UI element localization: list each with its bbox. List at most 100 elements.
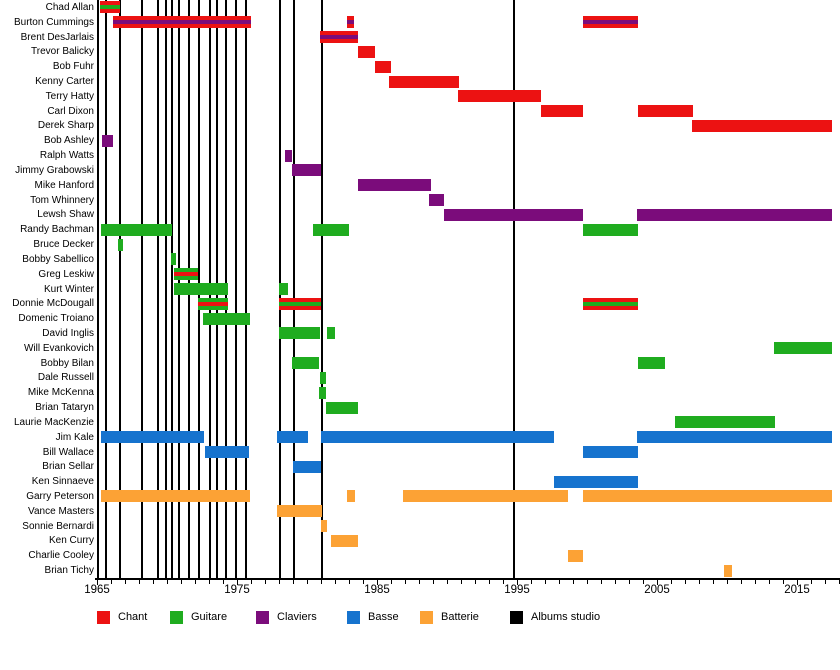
legend-swatch-batterie: [420, 611, 433, 624]
timeline-bar: [320, 371, 326, 384]
axis-tick: [125, 580, 126, 584]
timeline-bar: [582, 446, 639, 459]
axis-tick: [195, 580, 196, 584]
timeline-bar: [773, 342, 832, 355]
timeline-bar: [101, 223, 172, 236]
timeline-bar: [321, 520, 328, 533]
axis-tick: [531, 580, 532, 584]
axis-tick: [461, 580, 462, 584]
timeline-bar: [276, 431, 308, 444]
timeline-bar: [292, 357, 319, 370]
timeline-bar: [101, 490, 251, 503]
axis-tick: [265, 580, 266, 584]
legend-swatch-albums: [510, 611, 523, 624]
axis-tick: [111, 580, 112, 584]
member-label: Terry Hatty: [45, 90, 94, 102]
timeline-bar: [388, 75, 459, 88]
member-label: Brian Tichy: [44, 565, 94, 577]
timeline-bar: [346, 16, 354, 29]
axis-tick: [587, 580, 588, 584]
axis-tick-label: 1995: [504, 584, 530, 596]
member-label: Laurie MacKenzie: [13, 416, 94, 428]
axis-tick: [559, 580, 560, 584]
timeline-bar: [638, 357, 665, 370]
axis-tick: [139, 580, 140, 584]
timeline-bar: [636, 431, 832, 444]
bar-role-stripe: [582, 20, 639, 25]
timeline-bar: [204, 446, 249, 459]
axis-tick: [699, 580, 700, 584]
member-label: Domenic Troiano: [18, 313, 94, 325]
timeline-bar: [675, 416, 776, 429]
axis-tick: [391, 580, 392, 584]
timeline-bar: [99, 1, 121, 14]
member-label: Donnie McDougall: [12, 298, 94, 310]
member-label: Bob Fuhr: [52, 61, 94, 73]
axis-tick: [279, 580, 280, 584]
axis-tick: [447, 580, 448, 584]
timeline-bar: [285, 149, 293, 162]
timeline-bar: [402, 490, 569, 503]
axis-tick: [825, 580, 826, 584]
legend-label: Basse: [368, 611, 399, 623]
timeline-bar: [358, 45, 375, 58]
album-studio-line: [140, 0, 143, 578]
timeline-bar: [692, 119, 832, 132]
timeline-bar: [293, 460, 321, 473]
timeline-bar: [174, 283, 228, 295]
axis-tick-label: 1985: [364, 584, 390, 596]
timeline-bar: [292, 164, 321, 177]
member-label: Vance Masters: [28, 505, 94, 517]
timeline-bar: [346, 490, 356, 503]
axis-tick: [223, 580, 224, 584]
timeline-bar: [313, 223, 349, 236]
axis-tick: [475, 580, 476, 584]
member-label: Bill Wallace: [42, 446, 94, 458]
legend: Chant Guitare Claviers Basse Batterie Albums …: [0, 610, 840, 632]
member-label: Tom Whinnery: [30, 194, 94, 206]
axis-tick: [517, 580, 518, 585]
member-label: Garry Peterson: [26, 490, 94, 502]
axis-tick: [293, 580, 294, 584]
member-label: Mike Hanford: [34, 179, 94, 191]
axis-tick: [405, 580, 406, 584]
member-label: Charlie Cooley: [28, 550, 94, 562]
member-label: Bruce Decker: [33, 239, 94, 251]
member-label: Jim Kale: [55, 431, 94, 443]
bar-role-stripe: [113, 20, 251, 25]
member-label: Sonnie Bernardi: [22, 520, 94, 532]
axis-tick: [335, 580, 336, 584]
axis-tick: [741, 580, 742, 584]
timeline-bar: [636, 208, 832, 221]
member-label: Will Evankovich: [23, 342, 94, 354]
axis-tick: [181, 580, 182, 584]
timeline-bar: [279, 327, 321, 340]
axis-tick: [545, 580, 546, 584]
timeline-bar: [582, 490, 832, 503]
timeline-bar: [325, 401, 359, 414]
timeline-bar: [638, 105, 693, 118]
legend-label: Albums studio: [531, 611, 601, 623]
axis-tick: [615, 580, 616, 584]
timeline-bar: [428, 194, 445, 207]
legend-label: Claviers: [277, 611, 317, 623]
timeline-bar: [330, 534, 359, 547]
timeline-bar: [318, 386, 326, 399]
bar-role-stripe: [320, 35, 359, 40]
axis-tick: [573, 580, 574, 584]
member-label: Bobby Bilan: [40, 357, 94, 369]
timeline-bar: [724, 564, 732, 577]
axis-tick: [489, 580, 490, 584]
legend-label: Batterie: [441, 611, 479, 623]
timeline-bar: [358, 179, 431, 192]
axis-tick: [797, 580, 798, 585]
axis-tick: [727, 580, 728, 584]
album-studio-line: [234, 0, 237, 578]
axis-tick: [97, 580, 98, 585]
axis-tick: [419, 580, 420, 584]
album-studio-line: [170, 0, 173, 578]
member-label: Jimmy Grabowski: [15, 164, 94, 176]
member-label: Ken Curry: [48, 535, 94, 547]
member-label: Derek Sharp: [37, 120, 94, 132]
